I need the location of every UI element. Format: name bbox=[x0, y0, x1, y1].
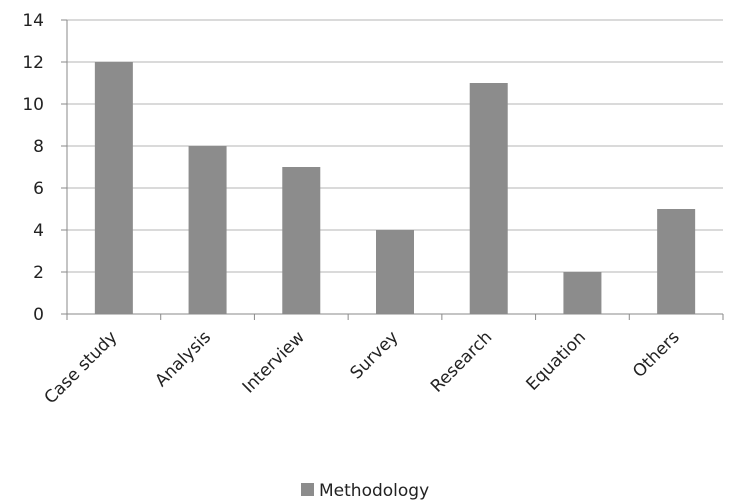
x-category-label-survey: Survey bbox=[347, 327, 403, 383]
x-category-label-case-study: Case study bbox=[41, 327, 122, 408]
y-tick-label-4: 4 bbox=[33, 221, 44, 241]
bar-others bbox=[657, 209, 696, 314]
y-tick-label-10: 10 bbox=[22, 95, 44, 115]
y-tick-label-14: 14 bbox=[22, 11, 44, 31]
bar-case-study bbox=[94, 62, 133, 314]
x-category-label-others: Others bbox=[629, 327, 684, 382]
x-category-label-research: Research bbox=[427, 327, 496, 396]
y-tick-label-0: 0 bbox=[33, 305, 44, 325]
y-tick-label-6: 6 bbox=[33, 179, 44, 199]
bars bbox=[94, 62, 696, 314]
bar-interview bbox=[282, 167, 321, 314]
bar-analysis bbox=[188, 146, 227, 314]
bar-equation bbox=[563, 272, 602, 314]
y-tick-label-12: 12 bbox=[22, 53, 44, 73]
gridlines bbox=[67, 19, 723, 273]
y-tick-labels: 0 2 4 6 8 10 12 14 bbox=[22, 11, 44, 325]
y-tick-label-2: 2 bbox=[33, 263, 44, 283]
bar-survey bbox=[376, 230, 414, 314]
bar-research bbox=[469, 83, 508, 314]
axes bbox=[61, 19, 724, 320]
y-tick-label-8: 8 bbox=[33, 137, 44, 157]
x-category-labels: Case study Analysis Interview Survey Researc… bbox=[41, 327, 684, 408]
legend: Methodology bbox=[301, 481, 429, 501]
legend-swatch bbox=[301, 483, 314, 496]
x-category-label-analysis: Analysis bbox=[151, 327, 215, 391]
x-category-label-equation: Equation bbox=[523, 327, 590, 394]
legend-label: Methodology bbox=[319, 481, 429, 501]
x-category-label-interview: Interview bbox=[239, 327, 309, 397]
